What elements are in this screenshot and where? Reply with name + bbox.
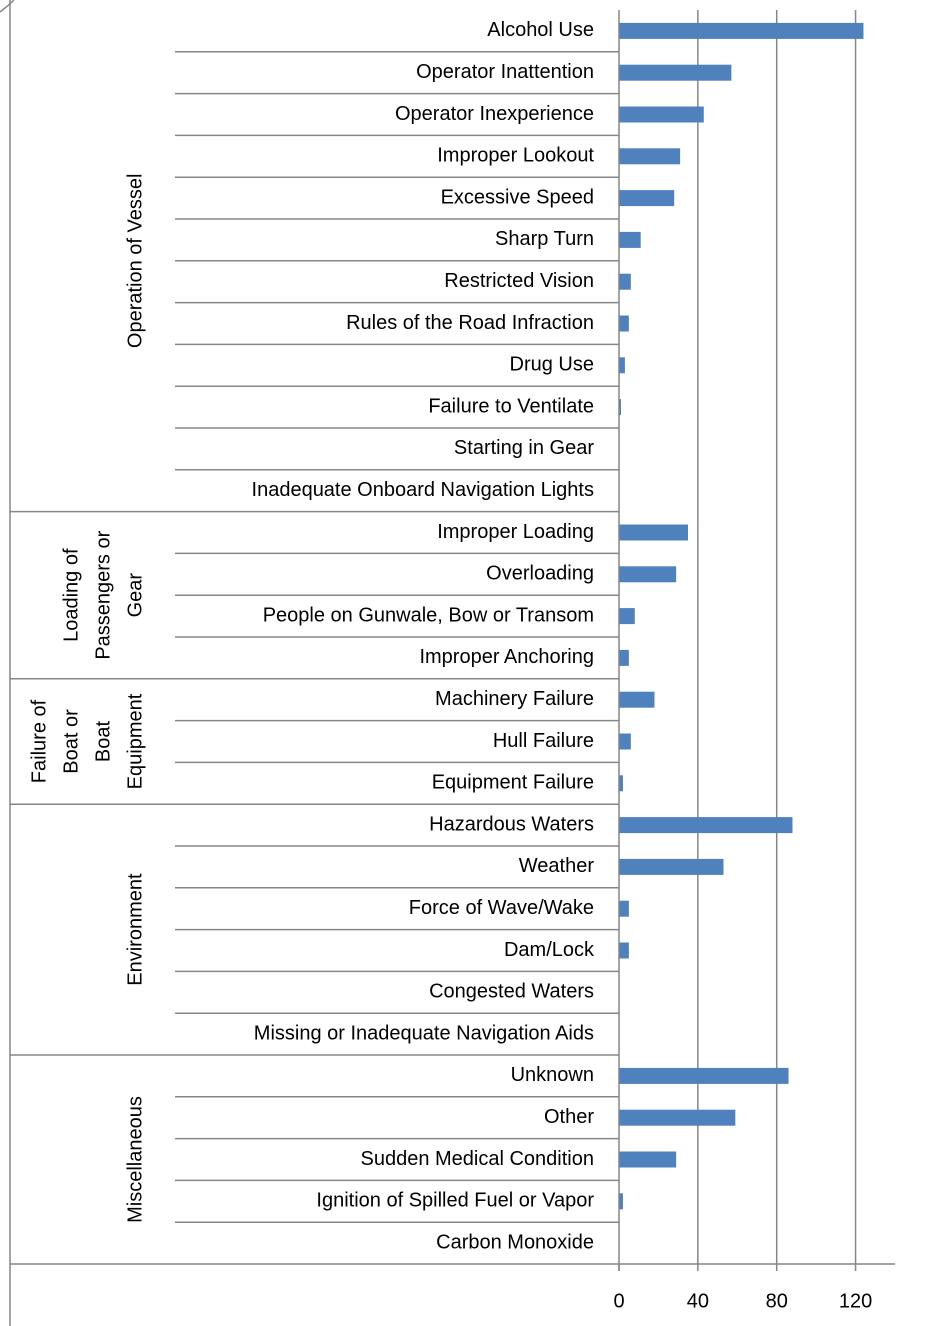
category-label: Drug Use	[510, 354, 594, 376]
x-tick-label: 0	[613, 1290, 624, 1312]
category-label: Operator Inattention	[416, 61, 594, 83]
category-label: Ignition of Spilled Fuel or Vapor	[316, 1190, 594, 1212]
group-label: Miscellaneous	[124, 1096, 146, 1223]
group-label: Failure of	[28, 699, 50, 783]
category-label: People on Gunwale, Bow or Transom	[263, 604, 594, 626]
category-label: Carbon Monoxide	[436, 1231, 594, 1253]
bar	[619, 357, 625, 374]
x-tick-label: 120	[839, 1290, 872, 1312]
bar	[619, 64, 732, 81]
group-label: Boat or	[60, 709, 82, 774]
category-label: Dam/Lock	[504, 939, 595, 961]
bar	[619, 817, 793, 834]
category-label: Alcohol Use	[487, 19, 594, 41]
category-label: Restricted Vision	[444, 270, 594, 292]
group-label: Boat	[92, 720, 114, 762]
category-label: Force of Wave/Wake	[409, 897, 594, 919]
bar	[619, 775, 623, 792]
bar	[619, 1067, 789, 1084]
category-label: Rules of the Road Infraction	[346, 312, 594, 334]
category-label: Improper Loading	[437, 521, 594, 543]
category-label: Weather	[519, 855, 595, 877]
group-label: Operation of Vessel	[124, 174, 146, 349]
category-label: Congested Waters	[429, 981, 594, 1003]
bar	[619, 900, 629, 917]
bar	[619, 273, 631, 290]
bar	[619, 608, 635, 625]
bar	[619, 733, 631, 750]
group-label: Loading of	[60, 548, 82, 642]
category-label: Hull Failure	[493, 730, 594, 752]
group-label: Equipment	[124, 693, 146, 789]
category-label: Failure to Ventilate	[428, 395, 594, 417]
category-label: Sudden Medical Condition	[361, 1148, 595, 1170]
x-tick-label: 40	[687, 1290, 709, 1312]
group-label: Passengers or	[92, 530, 114, 659]
bar	[619, 190, 675, 207]
bar	[619, 858, 724, 875]
bar	[619, 942, 629, 959]
bar	[619, 106, 704, 123]
category-label: Operator Inexperience	[395, 103, 594, 125]
category-label: Starting in Gear	[454, 437, 594, 459]
category-label: Improper Lookout	[437, 145, 594, 167]
bar	[619, 231, 641, 248]
bar	[619, 1109, 736, 1126]
bar	[619, 649, 629, 666]
group-label: Environment	[124, 873, 146, 986]
category-label: Equipment Failure	[432, 772, 594, 794]
bar	[619, 22, 864, 39]
x-tick-label: 80	[766, 1290, 788, 1312]
category-label: Machinery Failure	[435, 688, 594, 710]
bar	[619, 1151, 677, 1168]
category-label: Inadequate Onboard Navigation Lights	[252, 479, 594, 501]
category-label: Overloading	[486, 563, 594, 585]
bar	[619, 524, 688, 541]
category-label: Hazardous Waters	[429, 813, 594, 835]
bar	[619, 691, 655, 708]
category-label: Other	[544, 1106, 594, 1128]
bar	[619, 566, 677, 583]
bar	[619, 148, 681, 165]
category-label: Improper Anchoring	[419, 646, 594, 668]
category-label: Missing or Inadequate Navigation Aids	[254, 1022, 594, 1044]
corner-decoration	[0, 0, 15, 13]
category-label: Unknown	[511, 1064, 594, 1086]
category-label: Excessive Speed	[441, 186, 594, 208]
category-label: Sharp Turn	[495, 228, 594, 250]
group-label: Gear	[124, 573, 146, 618]
bar	[619, 399, 621, 416]
bar	[619, 1193, 623, 1210]
bar	[619, 315, 629, 332]
